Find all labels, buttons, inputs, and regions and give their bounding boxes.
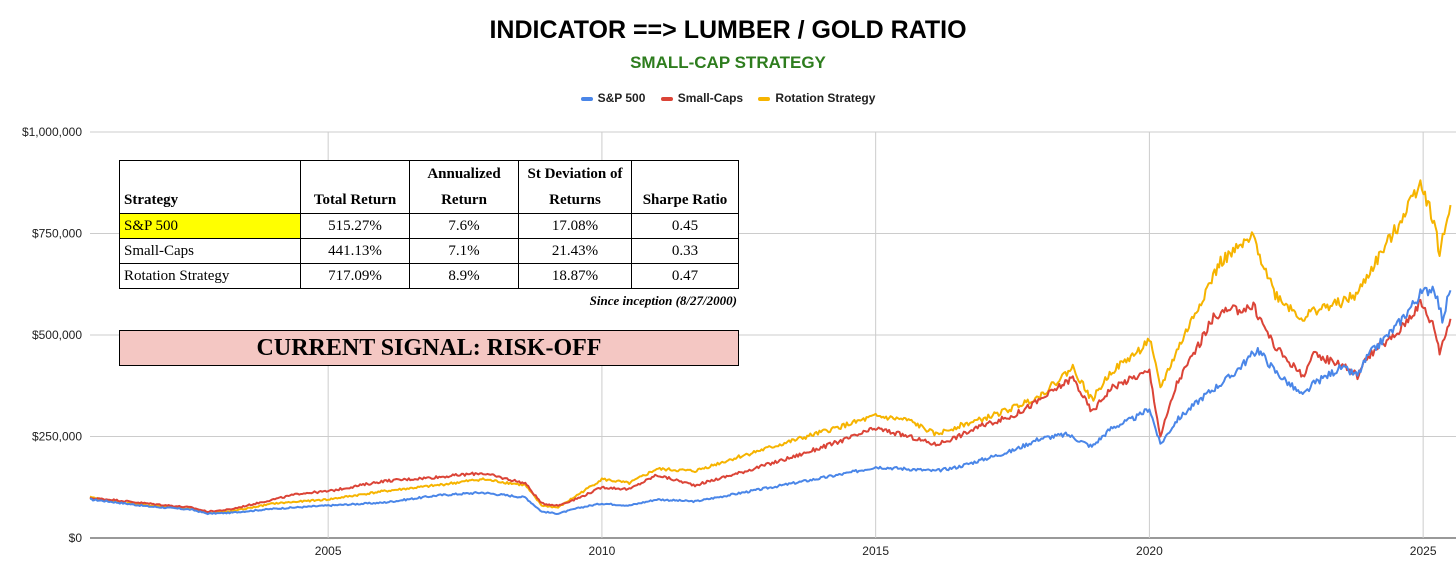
legend-swatch-sp500 xyxy=(580,96,593,101)
series-line-small-caps xyxy=(89,298,1452,514)
x-tick-label: 2015 xyxy=(862,544,889,558)
y-tick-label: $0 xyxy=(69,531,83,545)
chart-legend: S&P 500 Small-Caps Rotation Strategy xyxy=(0,91,1456,105)
stats-table: Strategy Total Return Annualized Return … xyxy=(119,160,739,289)
x-tick-label: 2005 xyxy=(315,544,342,558)
legend-label-small-caps: Small-Caps xyxy=(677,91,744,105)
stats-panel: Strategy Total Return Annualized Return … xyxy=(119,160,739,366)
y-tick-label: $1,000,000 xyxy=(22,125,82,139)
y-tick-label: $500,000 xyxy=(32,328,82,342)
series-line-s-p-500 xyxy=(89,285,1452,516)
header-total-return: Total Return xyxy=(300,160,410,214)
header-sharpe-ratio: Sharpe Ratio xyxy=(631,160,739,214)
legend-label-sp500: S&P 500 xyxy=(597,91,646,105)
legend-item-rotation[interactable]: Rotation Strategy xyxy=(758,91,875,105)
table-row: Rotation Strategy 717.09% 8.9% 18.87% 0.… xyxy=(119,263,739,289)
legend-item-small-caps[interactable]: Small-Caps xyxy=(660,91,744,105)
series-line-rotation-strategy xyxy=(89,179,1452,515)
cell-total-return: 515.27% xyxy=(300,213,410,239)
stats-header-row: Strategy Total Return Annualized Return … xyxy=(119,160,739,214)
cell-strategy: S&P 500 xyxy=(119,213,301,239)
cell-total-return: 441.13% xyxy=(300,238,410,264)
current-signal-banner: CURRENT SIGNAL: RISK-OFF xyxy=(119,330,739,366)
cell-annualized-return: 7.1% xyxy=(409,238,519,264)
table-row: S&P 500 515.27% 7.6% 17.08% 0.45 xyxy=(119,213,739,239)
table-row: Small-Caps 441.13% 7.1% 21.43% 0.33 xyxy=(119,238,739,264)
header-strategy: Strategy xyxy=(119,160,301,214)
legend-label-rotation: Rotation Strategy xyxy=(775,91,876,105)
legend-item-sp500[interactable]: S&P 500 xyxy=(580,91,646,105)
chart-subtitle: SMALL-CAP STRATEGY xyxy=(630,53,826,72)
cell-annualized-return: 8.9% xyxy=(409,263,519,289)
x-tick-label: 2025 xyxy=(1410,544,1437,558)
y-tick-label: $250,000 xyxy=(32,430,82,444)
cell-sharpe-ratio: 0.47 xyxy=(631,263,739,289)
y-tick-label: $750,000 xyxy=(32,227,82,241)
header-st-deviation: St Deviation of Returns xyxy=(518,160,632,214)
cell-sharpe-ratio: 0.45 xyxy=(631,213,739,239)
cell-st-deviation: 18.87% xyxy=(518,263,632,289)
cell-total-return: 717.09% xyxy=(300,263,410,289)
legend-swatch-rotation xyxy=(758,96,771,101)
x-tick-label: 2020 xyxy=(1136,544,1163,558)
cell-st-deviation: 17.08% xyxy=(518,213,632,239)
x-tick-label: 2010 xyxy=(589,544,616,558)
legend-swatch-small-caps xyxy=(660,96,673,101)
cell-strategy: Small-Caps xyxy=(119,238,301,264)
header-annualized-return: Annualized Return xyxy=(409,160,519,214)
cell-st-deviation: 21.43% xyxy=(518,238,632,264)
chart-title: INDICATOR ==> LUMBER / GOLD RATIO xyxy=(489,16,967,44)
cell-strategy: Rotation Strategy xyxy=(119,263,301,289)
cell-sharpe-ratio: 0.33 xyxy=(631,238,739,264)
inception-note: Since inception (8/27/2000) xyxy=(589,293,737,308)
cell-annualized-return: 7.6% xyxy=(409,213,519,239)
